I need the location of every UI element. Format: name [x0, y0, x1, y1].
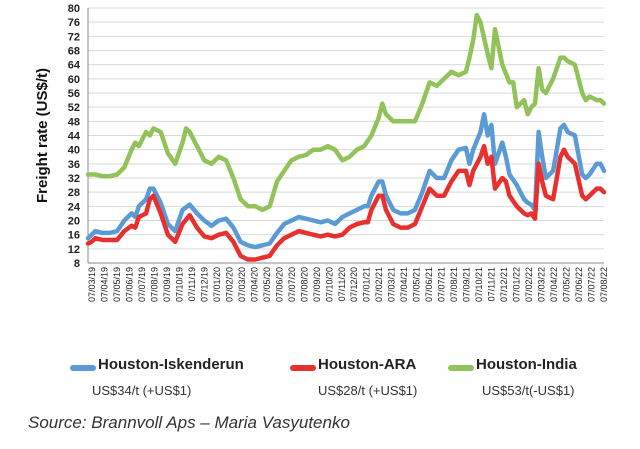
y-tick-label: 76: [68, 17, 80, 29]
y-tick-label: 12: [68, 244, 80, 256]
y-tick-label: 52: [68, 102, 80, 114]
y-tick-label: 28: [68, 187, 80, 199]
x-tick-label: 07/11/20: [337, 267, 347, 301]
x-tick-label: 07/12/20: [349, 267, 359, 302]
y-tick-label: 44: [68, 131, 81, 143]
legend-note-iskenderun: US$34/t (+US$1): [92, 383, 192, 398]
x-tick-label: 07/08/20: [299, 267, 309, 302]
y-tick-label: 48: [68, 116, 80, 128]
x-tick-label: 07/02/22: [524, 267, 534, 302]
x-tick-label: 07/09/19: [162, 267, 172, 302]
x-tick-label: 07/01/21: [362, 267, 372, 302]
x-tick-label: 07/03/20: [237, 267, 247, 302]
x-tick-label: 07/06/19: [124, 267, 134, 302]
x-tick-label: 07/04/21: [399, 267, 409, 302]
legend-note-india: US$53/t(-US$1): [482, 383, 575, 398]
x-tick-label: 07/07/19: [137, 267, 147, 302]
x-tick-label: 07/07/22: [587, 267, 597, 302]
y-tick-label: 32: [68, 173, 80, 185]
x-tick-label: 07/11/21: [487, 267, 497, 301]
y-tick-label: 40: [68, 145, 80, 157]
legend-label-iskenderun: Houston-Iskenderun: [98, 356, 244, 373]
series-line-houston-india: [85, 12, 607, 213]
x-tick-label: 07/01/22: [512, 267, 522, 302]
x-tick-label: 07/10/20: [324, 267, 334, 302]
y-tick-label: 36: [68, 159, 80, 171]
x-tick-label: 07/06/20: [274, 267, 284, 302]
x-tick-label: 07/05/20: [262, 267, 272, 302]
y-tick-label: 80: [68, 3, 80, 15]
legend-swatch-india: [448, 365, 474, 371]
y-tick-label: 20: [68, 216, 80, 228]
y-tick-label: 8: [74, 258, 80, 270]
x-tick-label: 07/04/20: [249, 267, 259, 302]
legend-label-india: Houston-India: [476, 356, 577, 373]
x-tick-label: 07/11/19: [187, 267, 197, 301]
x-tick-label: 07/03/19: [87, 267, 97, 302]
x-tick-label: 07/02/20: [224, 267, 234, 302]
y-tick-label: 64: [68, 60, 81, 72]
x-tick-label: 07/09/20: [312, 267, 322, 302]
legend: Houston-Iskenderun US$34/t (+US$1) Houst…: [0, 356, 640, 406]
x-tick-label: 07/05/19: [112, 267, 122, 302]
series-line-houston-ara: [85, 143, 607, 262]
x-tick-label: 07/09/21: [462, 267, 472, 302]
legend-swatch-iskenderun: [70, 365, 96, 371]
x-tick-label: 07/12/19: [199, 267, 209, 302]
x-tick-label: 07/03/21: [387, 267, 397, 302]
x-tick-label: 07/10/21: [474, 267, 484, 302]
y-tick-label: 16: [68, 230, 80, 242]
x-tick-label: 07/06/22: [574, 267, 584, 302]
x-tick-label: 07/06/21: [424, 267, 434, 302]
legend-note-ara: US$28/t (+US$1): [318, 383, 418, 398]
x-tick-label: 07/05/21: [412, 267, 422, 302]
x-tick-label: 07/01/20: [212, 267, 222, 302]
y-tick-label: 72: [68, 31, 80, 43]
y-tick-label: 24: [68, 201, 81, 213]
freight-rate-chart: 8 12 16 20 24 28 32 36 40 44 48 52 56 60 64 68 72 76 80 07/…: [34, 3, 609, 302]
x-tick-label: 07/04/22: [549, 267, 559, 302]
legend-swatch-ara: [290, 365, 316, 371]
x-tick-label: 07/10/19: [174, 267, 184, 302]
x-tick-label: 07/08/22: [599, 267, 609, 302]
x-tick-label: 07/08/21: [449, 267, 459, 302]
y-tick-label: 68: [68, 46, 80, 58]
x-tick-label: 07/05/22: [562, 267, 572, 302]
x-tick-label: 07/02/21: [374, 267, 384, 302]
x-tick-label: 07/07/21: [437, 267, 447, 302]
x-tick-label: 07/04/19: [99, 267, 109, 302]
y-tick-label: 60: [68, 74, 80, 86]
y-axis-label: Freight rate (US$/t): [34, 68, 51, 203]
x-tick-label: 07/12/21: [499, 267, 509, 302]
x-tick-label: 07/08/19: [149, 267, 159, 302]
source-caption: Source: Brannvoll Aps – Maria Vasyutenko: [28, 413, 350, 432]
legend-label-ara: Houston-ARA: [318, 356, 417, 373]
y-tick-label: 56: [68, 88, 80, 100]
x-tick-label: 07/07/20: [287, 267, 297, 302]
x-tick-label: 07/03/22: [537, 267, 547, 302]
